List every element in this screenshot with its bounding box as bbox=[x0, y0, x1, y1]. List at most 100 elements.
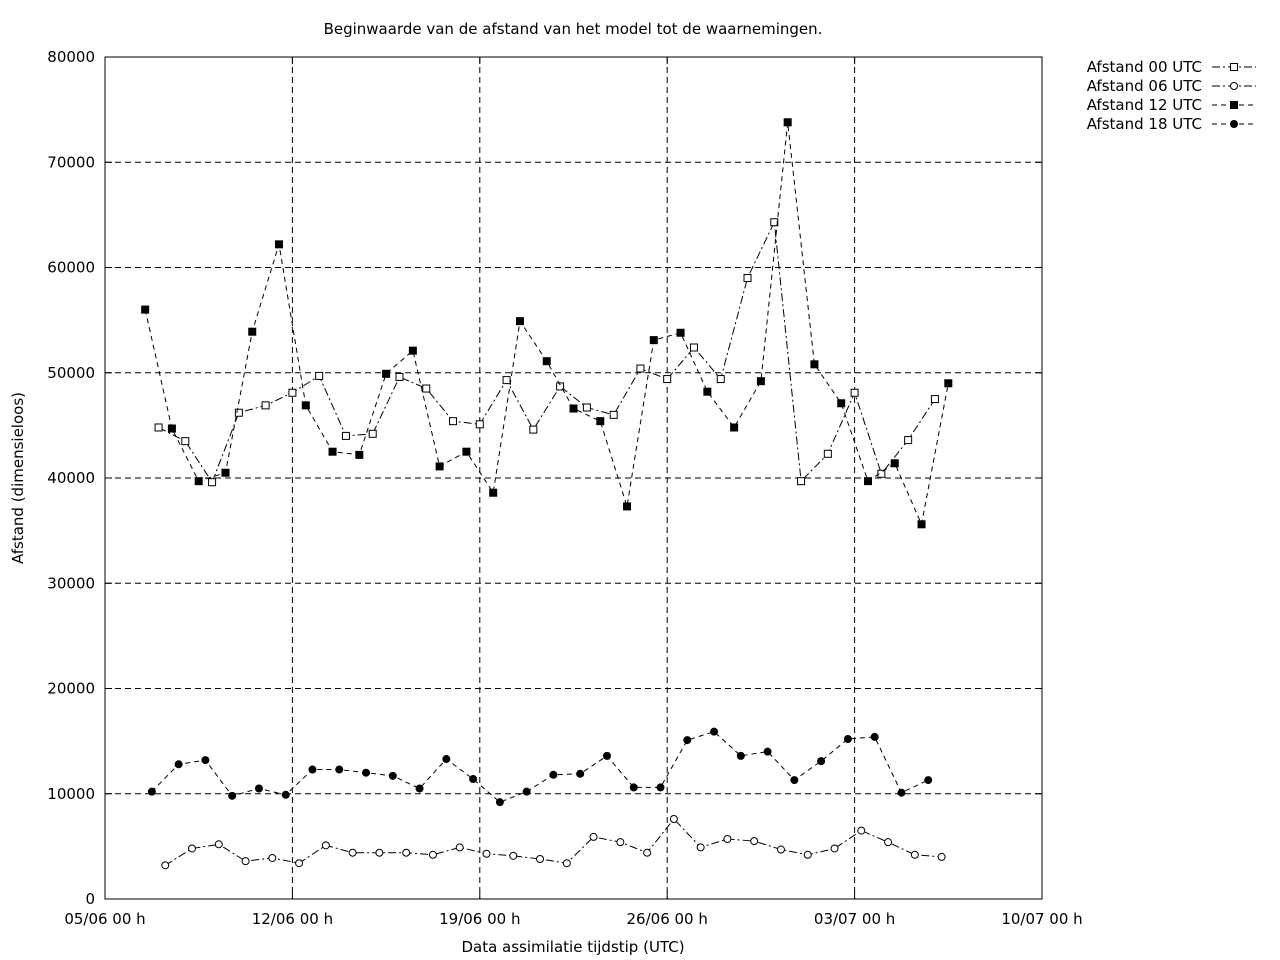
data-point bbox=[462, 447, 471, 456]
y-tick-label: 0 bbox=[85, 890, 95, 908]
data-point bbox=[716, 375, 725, 384]
data-point bbox=[214, 840, 223, 849]
data-point bbox=[355, 450, 364, 459]
legend-item: Afstand 12 UTC bbox=[1087, 96, 1256, 114]
x-tick-label: 10/07 00 h bbox=[1001, 910, 1082, 928]
data-point bbox=[609, 410, 618, 419]
legend-marker bbox=[1230, 82, 1238, 90]
data-point bbox=[268, 853, 277, 862]
data-point bbox=[776, 845, 785, 854]
data-point bbox=[924, 776, 933, 785]
data-point bbox=[529, 425, 538, 434]
data-point bbox=[870, 732, 879, 741]
data-point bbox=[301, 401, 310, 410]
data-point bbox=[221, 468, 230, 477]
data-point bbox=[683, 736, 692, 745]
x-tick-label: 12/06 00 h bbox=[252, 910, 333, 928]
data-point bbox=[288, 388, 297, 397]
data-point bbox=[857, 826, 866, 835]
data-point bbox=[308, 765, 317, 774]
data-point bbox=[422, 384, 431, 393]
y-tick-label: 30000 bbox=[47, 574, 95, 592]
x-tick-label: 26/06 00 h bbox=[627, 910, 708, 928]
data-point bbox=[382, 369, 391, 378]
chart-title: Beginwaarde van de afstand van het model… bbox=[324, 20, 823, 38]
data-point bbox=[930, 395, 939, 404]
data-point bbox=[261, 401, 270, 410]
data-point bbox=[348, 848, 357, 857]
series-line bbox=[158, 220, 936, 484]
x-tick-label: 03/07 00 h bbox=[814, 910, 895, 928]
data-point bbox=[797, 477, 806, 486]
data-point bbox=[616, 838, 625, 847]
series-afstand-06-utc bbox=[161, 815, 946, 870]
data-point bbox=[428, 850, 437, 859]
data-point bbox=[689, 343, 698, 352]
data-point bbox=[154, 423, 163, 432]
data-point bbox=[147, 787, 156, 796]
series-line bbox=[164, 818, 942, 866]
data-point bbox=[944, 379, 953, 388]
legend-marker bbox=[1230, 63, 1238, 71]
data-point bbox=[910, 850, 919, 859]
y-tick-label: 50000 bbox=[47, 364, 95, 382]
x-tick-label: 19/06 00 h bbox=[439, 910, 520, 928]
data-point bbox=[582, 403, 591, 412]
data-point bbox=[522, 787, 531, 796]
data-point bbox=[710, 727, 719, 736]
data-point bbox=[556, 382, 565, 391]
data-point bbox=[442, 755, 451, 764]
data-point bbox=[201, 756, 210, 765]
data-point bbox=[549, 770, 558, 779]
data-point bbox=[643, 848, 652, 857]
legend-label: Afstand 12 UTC bbox=[1087, 96, 1202, 114]
data-point bbox=[569, 404, 578, 413]
data-point bbox=[723, 835, 732, 844]
x-tick-label: 05/06 00 h bbox=[64, 910, 145, 928]
data-point bbox=[884, 838, 893, 847]
y-tick-label: 80000 bbox=[47, 48, 95, 66]
data-point bbox=[730, 423, 739, 432]
data-point bbox=[703, 387, 712, 396]
gridlines bbox=[105, 57, 1042, 899]
legend-label: Afstand 18 UTC bbox=[1087, 115, 1202, 133]
data-point bbox=[877, 469, 886, 478]
data-point bbox=[341, 431, 350, 440]
series-line bbox=[144, 122, 949, 526]
data-point bbox=[489, 488, 498, 497]
data-point bbox=[602, 751, 611, 760]
data-point bbox=[167, 424, 176, 433]
data-point bbox=[194, 477, 203, 486]
data-point bbox=[415, 784, 424, 793]
data-point bbox=[254, 784, 263, 793]
data-point bbox=[897, 788, 906, 797]
data-point bbox=[890, 459, 899, 468]
data-point bbox=[181, 437, 190, 446]
data-point bbox=[850, 388, 859, 397]
data-point bbox=[161, 861, 170, 870]
data-point bbox=[141, 305, 150, 314]
data-point bbox=[623, 502, 632, 511]
data-point bbox=[863, 477, 872, 486]
data-point bbox=[803, 850, 812, 859]
data-point bbox=[188, 844, 197, 853]
data-point bbox=[515, 317, 524, 326]
data-point bbox=[763, 747, 772, 756]
legend-label: Afstand 06 UTC bbox=[1087, 77, 1202, 95]
data-point bbox=[495, 798, 504, 807]
data-point bbox=[174, 760, 183, 769]
data-point bbox=[275, 240, 284, 249]
data-point bbox=[315, 371, 324, 380]
legend-item: Afstand 00 UTC bbox=[1087, 58, 1256, 76]
data-point bbox=[328, 447, 337, 456]
data-point bbox=[837, 399, 846, 408]
data-point bbox=[281, 790, 290, 799]
data-point bbox=[509, 851, 518, 860]
y-tick-label: 10000 bbox=[47, 785, 95, 803]
y-axis-title: Afstand (dimensieloos) bbox=[9, 392, 27, 564]
data-point bbox=[368, 429, 377, 438]
y-tick-label: 60000 bbox=[47, 259, 95, 277]
data-point bbox=[810, 360, 819, 369]
data-point bbox=[295, 859, 304, 868]
data-point bbox=[937, 852, 946, 861]
